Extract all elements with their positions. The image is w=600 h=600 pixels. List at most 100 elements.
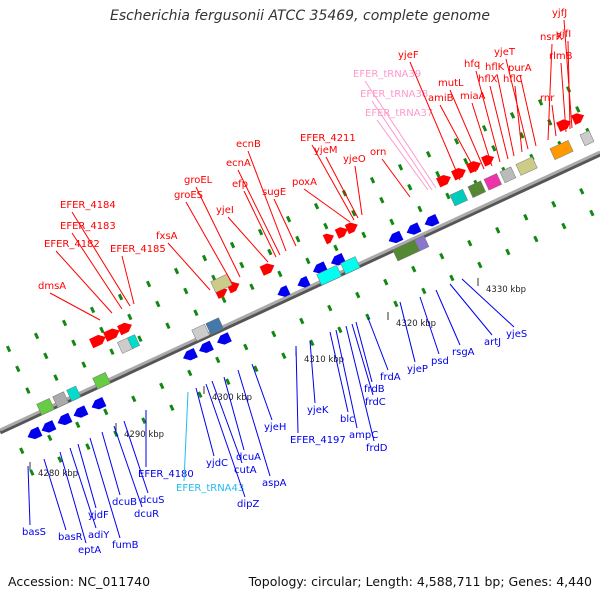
gene-label-bottom: dcuA bbox=[236, 452, 261, 463]
guide-dot bbox=[267, 248, 273, 256]
guide-dot bbox=[579, 187, 585, 195]
guide-dot bbox=[85, 443, 91, 450]
guide-dot bbox=[225, 378, 231, 386]
guide-dot bbox=[425, 150, 432, 158]
gene-label-top: nsrR bbox=[540, 32, 563, 43]
gene-label-bottom: ampC bbox=[349, 430, 378, 441]
guide-dot bbox=[439, 252, 445, 260]
gene-label-bottom: yjeS bbox=[506, 329, 527, 340]
gene-leader-line bbox=[496, 73, 515, 157]
gene-leader-line bbox=[71, 211, 131, 307]
guide-dot bbox=[99, 326, 105, 334]
forward-gene-arrow bbox=[103, 328, 120, 342]
guide-dot bbox=[445, 192, 451, 200]
guide-dot bbox=[61, 319, 68, 327]
gene-feature-block bbox=[36, 397, 55, 416]
gene-leader-line bbox=[381, 158, 411, 198]
map-title: Escherichia fergusonii ATCC 35469, compl… bbox=[109, 8, 491, 24]
reverse-gene-arrow bbox=[183, 347, 198, 361]
ruler-label: 4330 kbp bbox=[486, 285, 526, 295]
guide-dot bbox=[57, 456, 63, 463]
gene-label-bottom: yjeH bbox=[264, 422, 286, 433]
gene-leader-line bbox=[351, 323, 374, 396]
guide-dot bbox=[575, 106, 581, 113]
guide-dot bbox=[481, 124, 488, 132]
gene-leader-line bbox=[439, 104, 477, 173]
gene-leader-line bbox=[227, 216, 269, 263]
gene-label-top: purA bbox=[508, 63, 532, 74]
gene-label-bottom: psd bbox=[431, 356, 449, 367]
guide-dot bbox=[355, 291, 361, 299]
gene-label-top: rnr bbox=[540, 93, 555, 104]
gene-label-top: hflC bbox=[503, 74, 523, 85]
gene-label-top: EFER_tRNA38 bbox=[360, 89, 428, 100]
guide-dot bbox=[397, 163, 404, 171]
gene-leader-line bbox=[419, 296, 440, 355]
gene-label-top: hfq bbox=[464, 59, 480, 70]
gene-leader-line bbox=[49, 292, 101, 321]
reverse-gene-arrow bbox=[406, 222, 422, 235]
forward-gene-arrow bbox=[344, 222, 358, 235]
gene-leader-line bbox=[251, 363, 273, 421]
reverse-gene-arrow bbox=[277, 285, 291, 297]
ruler-label: 4310 kbp bbox=[304, 355, 344, 365]
gene-label-top: EFER_4185 bbox=[110, 244, 166, 255]
gene-label-bottom: blc bbox=[340, 414, 355, 425]
gene-leader-line bbox=[273, 198, 297, 247]
guide-dot bbox=[137, 335, 143, 343]
gene-label-top: yjeO bbox=[343, 154, 366, 165]
guide-dot bbox=[327, 304, 333, 312]
gene-label-top: rlmB bbox=[549, 51, 573, 62]
gene-label-bottom: yjdF bbox=[88, 510, 109, 521]
reverse-gene-arrow bbox=[57, 412, 73, 426]
gene-leader-line bbox=[69, 447, 97, 529]
guide-dot bbox=[463, 157, 469, 165]
guide-dot bbox=[361, 231, 367, 239]
forward-gene-arrow bbox=[117, 322, 132, 336]
gene-feature-block bbox=[92, 372, 111, 390]
reverse-gene-arrow bbox=[330, 253, 346, 266]
gene-leader-line bbox=[237, 169, 281, 256]
reverse-gene-arrow bbox=[73, 405, 89, 418]
gene-feature-block bbox=[127, 334, 141, 350]
gene-label-top: yjfJ bbox=[552, 8, 567, 19]
guide-dot bbox=[173, 267, 180, 275]
guide-dot bbox=[449, 274, 455, 282]
gene-leader-line bbox=[185, 201, 233, 284]
forward-gene-arrow bbox=[259, 263, 275, 276]
guide-dot bbox=[537, 99, 544, 106]
gene-leader-line bbox=[123, 420, 149, 494]
reverse-gene-arrow bbox=[217, 332, 232, 345]
gene-leader-line bbox=[71, 232, 123, 310]
gene-leader-line bbox=[547, 43, 553, 141]
gene-label-bottom: frdB bbox=[364, 384, 385, 395]
guide-dot bbox=[145, 280, 152, 288]
reverse-gene-arrow bbox=[199, 340, 214, 354]
forward-gene-arrow bbox=[322, 233, 334, 245]
gene-leader-line bbox=[376, 119, 429, 191]
guide-dot bbox=[165, 322, 171, 330]
guide-dot bbox=[323, 222, 329, 230]
gene-leader-line bbox=[505, 58, 529, 150]
gene-label-bottom: adiY bbox=[88, 530, 110, 541]
guide-dot bbox=[505, 248, 511, 256]
gene-leader-line bbox=[514, 85, 523, 153]
guide-dot bbox=[19, 447, 25, 455]
reverse-gene-arrow bbox=[91, 396, 107, 410]
gene-leader-line bbox=[399, 301, 416, 363]
gene-label-top: ecnB bbox=[236, 139, 261, 150]
guide-dot bbox=[333, 244, 339, 252]
guide-dot bbox=[197, 391, 203, 399]
gene-label-bottom: fumB bbox=[112, 540, 139, 551]
gene-leader-line bbox=[519, 74, 537, 147]
gene-leader-line bbox=[121, 255, 135, 305]
gene-label-top: hflX bbox=[478, 74, 498, 85]
guide-dot bbox=[257, 228, 264, 236]
guide-dot bbox=[53, 374, 59, 381]
guide-dot bbox=[565, 86, 572, 93]
gene-leader-line bbox=[195, 387, 215, 457]
guide-dot bbox=[193, 309, 199, 317]
guide-dot bbox=[127, 313, 133, 321]
guide-dot bbox=[71, 339, 77, 347]
